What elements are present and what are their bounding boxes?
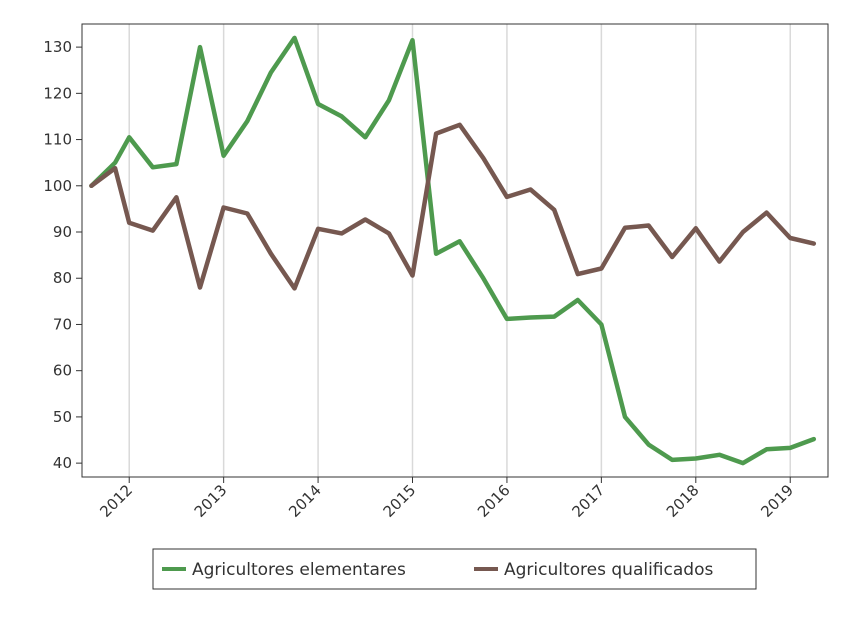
legend: Agricultores elementares Agricultores qu… [152,548,757,590]
gridlines [128,24,791,477]
x-axis: 2012 2013 2014 2015 2016 2017 2018 2019 [96,477,797,521]
y-tick-label: 100 [43,177,72,195]
x-tick-label: 2013 [191,481,231,521]
y-tick-label: 50 [53,408,72,426]
legend-label-elementares: Agricultores elementares [192,560,406,580]
y-tick-label: 80 [53,269,72,287]
y-tick-label: 110 [43,131,72,149]
y-tick-label: 40 [53,454,72,472]
x-tick-label: 2014 [285,481,325,521]
series-line-agricultores-elementares [89,35,817,466]
legend-label-qualificados: Agricultores qualificados [504,560,713,580]
x-tick-label: 2016 [474,481,514,521]
plot-frame [81,23,829,478]
legend-box [152,548,757,590]
y-tick-label: 70 [53,315,72,333]
y-tick-label: 90 [53,223,72,241]
x-tick-label: 2015 [380,481,420,521]
x-tick-label: 2017 [568,481,608,521]
series-line-agricultores-qualificados [89,122,817,291]
y-tick-label: 130 [43,38,72,56]
y-tick-label: 120 [43,84,72,102]
y-tick-label: 60 [53,362,72,380]
series-lines [89,35,817,466]
x-tick-label: 2019 [757,481,797,521]
x-tick-label: 2018 [663,481,703,521]
x-tick-label: 2012 [96,481,136,521]
y-axis: 40 50 60 70 80 90 100 110 120 130 [43,38,82,472]
